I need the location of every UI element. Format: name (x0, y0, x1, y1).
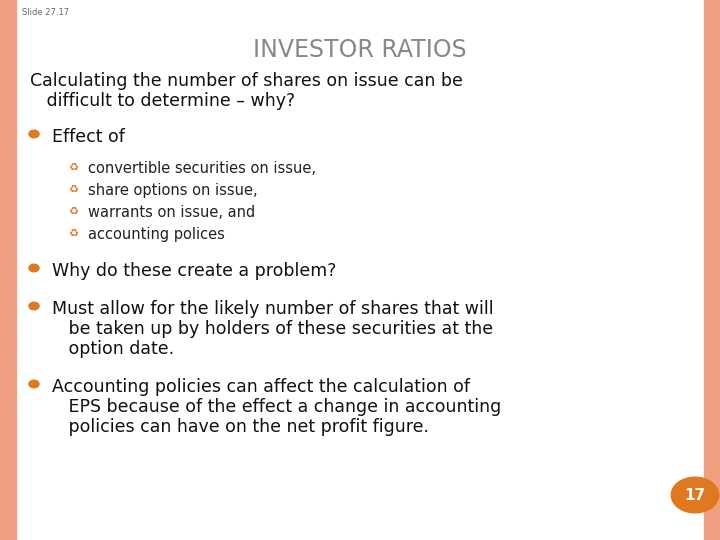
Text: Slide 27.17: Slide 27.17 (22, 8, 69, 17)
Text: Calculating the number of shares on issue can be: Calculating the number of shares on issu… (30, 72, 463, 90)
Circle shape (29, 380, 39, 388)
Text: ♻: ♻ (68, 206, 78, 216)
Text: option date.: option date. (52, 340, 174, 358)
Text: share options on issue,: share options on issue, (88, 183, 258, 198)
Text: warrants on issue, and: warrants on issue, and (88, 205, 256, 220)
Text: accounting polices: accounting polices (88, 227, 225, 242)
Circle shape (29, 302, 39, 310)
Circle shape (29, 130, 39, 138)
Text: INVESTOR RATIOS: INVESTOR RATIOS (253, 38, 467, 62)
Text: Accounting policies can affect the calculation of: Accounting policies can affect the calcu… (52, 378, 470, 396)
Text: Effect of: Effect of (52, 128, 125, 146)
Bar (0, 0, 16, 540)
Text: convertible securities on issue,: convertible securities on issue, (88, 161, 316, 176)
Text: ♻: ♻ (68, 184, 78, 194)
Text: difficult to determine – why?: difficult to determine – why? (30, 92, 295, 110)
Bar (704, 0, 720, 540)
Text: be taken up by holders of these securities at the: be taken up by holders of these securiti… (52, 320, 493, 338)
Text: ♻: ♻ (68, 162, 78, 172)
Circle shape (671, 477, 719, 513)
Circle shape (29, 264, 39, 272)
Text: Why do these create a problem?: Why do these create a problem? (52, 262, 336, 280)
Text: EPS because of the effect a change in accounting: EPS because of the effect a change in ac… (52, 398, 501, 416)
Text: Must allow for the likely number of shares that will: Must allow for the likely number of shar… (52, 300, 494, 318)
Text: 17: 17 (685, 488, 706, 503)
Text: policies can have on the net profit figure.: policies can have on the net profit figu… (52, 418, 429, 436)
Text: ♻: ♻ (68, 228, 78, 238)
